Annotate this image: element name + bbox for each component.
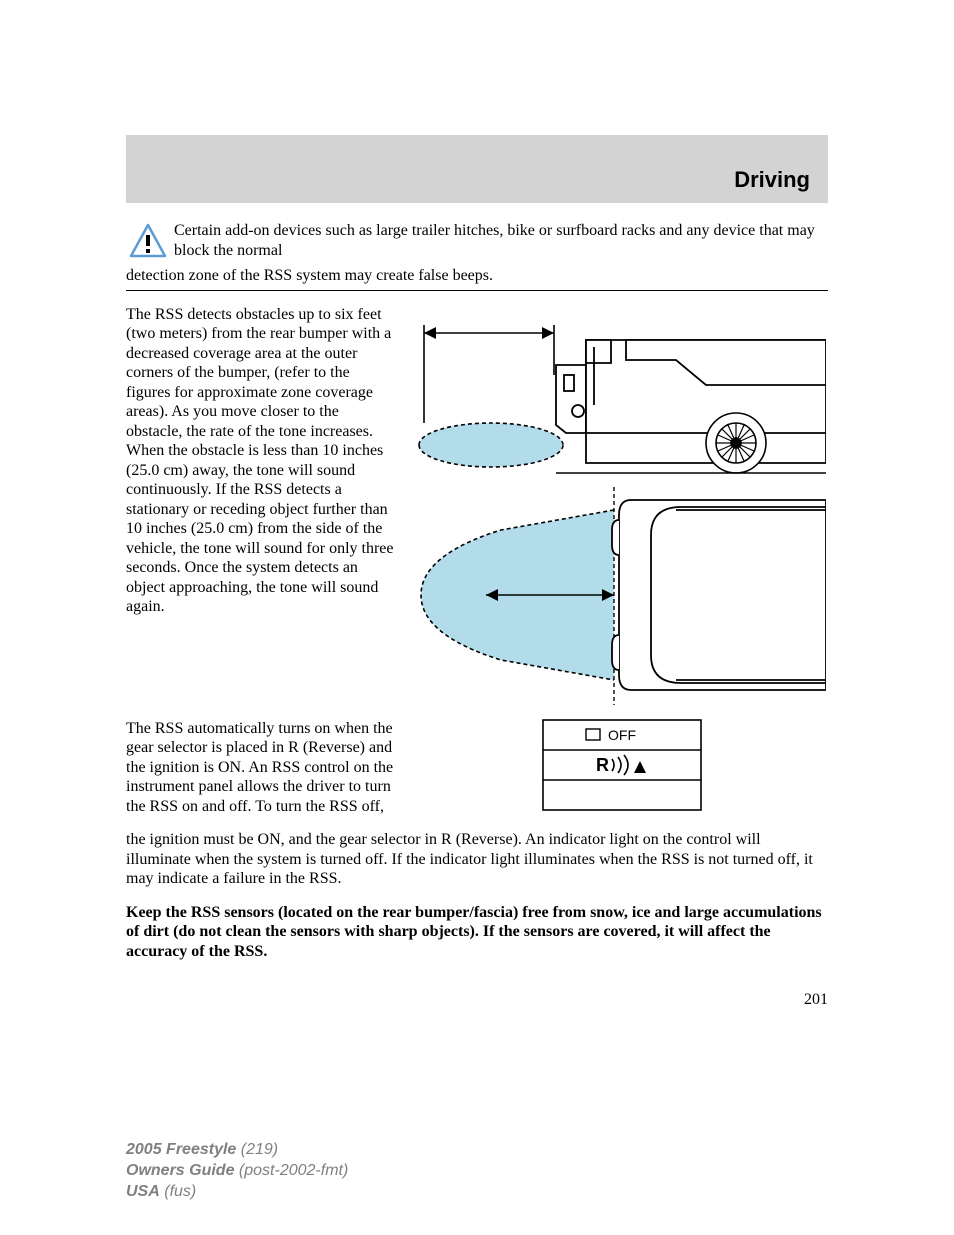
- footer-guide-code: (post-2002-fmt): [239, 1162, 348, 1179]
- section-title: Driving: [734, 167, 810, 193]
- para-rss-control-b: the ignition must be ON, and the gear se…: [126, 830, 828, 889]
- para-sensor-care: Keep the RSS sensors (located on the rea…: [126, 903, 828, 962]
- page-number: 201: [126, 991, 828, 1009]
- warning-block: Certain add-on devices such as large tra…: [126, 221, 828, 260]
- row-rss-control: The RSS automatically turns on when the …: [126, 719, 828, 817]
- footer-region: USA: [126, 1183, 160, 1200]
- warning-text-a: Certain add-on devices such as large tra…: [174, 221, 828, 260]
- figure-side-zone: [416, 305, 826, 475]
- para-rss-detection: The RSS detects obstacles up to six feet…: [126, 305, 398, 705]
- figure-control-panel: OFF R: [542, 719, 702, 811]
- para-rss-control-a: The RSS automatically turns on when the …: [126, 719, 398, 817]
- footer-vehicle: 2005 Freestyle: [126, 1141, 236, 1158]
- footer: 2005 Freestyle (219) Owners Guide (post-…: [126, 1140, 348, 1202]
- footer-region-code: (fus): [164, 1183, 196, 1200]
- panel-off-label: OFF: [608, 727, 636, 743]
- footer-vehicle-code: (219): [241, 1141, 278, 1158]
- warning-text-b: detection zone of the RSS system may cre…: [126, 266, 828, 286]
- header-bar: Driving: [126, 135, 828, 203]
- row-rss-zones: The RSS detects obstacles up to six feet…: [126, 305, 828, 705]
- warning-icon: [128, 223, 168, 259]
- divider: [126, 290, 828, 291]
- panel-r-label: R: [596, 755, 609, 775]
- figure-top-zone: [416, 485, 826, 705]
- footer-guide: Owners Guide: [126, 1162, 234, 1179]
